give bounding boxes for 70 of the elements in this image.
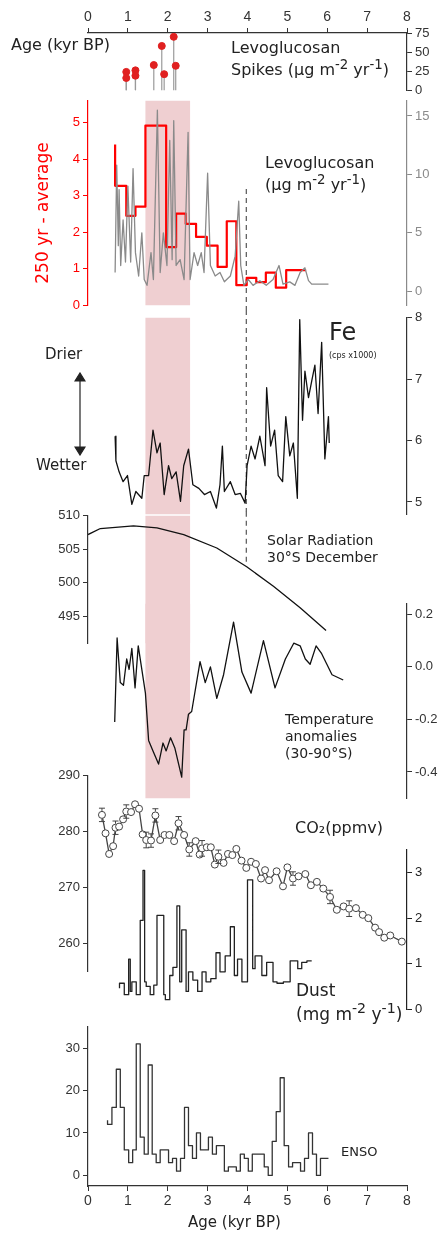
y-tick-label: 20	[65, 1081, 80, 1097]
x-tick-label: 6	[323, 1191, 332, 1208]
point	[122, 67, 131, 76]
x-tick-label: 0	[84, 1191, 93, 1208]
y-tick-label: 280	[58, 822, 80, 838]
y-tick-label: 25	[415, 62, 430, 78]
y-tick-label: 5	[72, 114, 80, 130]
y-tick-label: 75	[415, 24, 430, 40]
y-tick-label: 270	[58, 878, 80, 894]
x-tick-label: 3	[203, 1191, 212, 1208]
point	[149, 61, 158, 70]
y-tick-label: 290	[58, 767, 80, 783]
x-tick-label: 0	[84, 8, 93, 25]
x-tick-label: 1	[123, 8, 132, 25]
y-tick-label: 0.0	[415, 658, 434, 674]
y2-tick-label: 15	[415, 107, 430, 123]
x-tick-label: 8	[403, 1191, 412, 1208]
y-tick-label: 2	[72, 223, 80, 239]
y-tick-label: 4	[72, 150, 80, 166]
y-axis-title: 250 yr - average	[31, 142, 53, 284]
x-axis-title: Age (kyr BP)	[11, 35, 111, 55]
point	[160, 70, 169, 79]
y-tick-label: 30	[65, 1039, 80, 1055]
point	[122, 74, 131, 82]
y-axis-title: Solar Radiation 30°S December	[267, 532, 379, 566]
x-tick-label: 8	[403, 8, 412, 25]
y-tick-label: 5	[415, 493, 423, 509]
y-tick-label: 510	[58, 507, 80, 523]
point	[169, 33, 178, 41]
y-tick-label: 3	[72, 187, 80, 203]
y-tick-label: -0.2	[415, 710, 438, 726]
y-tick-label: 505	[58, 541, 80, 557]
x-tick-label: 5	[283, 8, 292, 25]
y-tick-label: 0	[72, 296, 80, 312]
series-label: ENSO	[341, 1144, 379, 1160]
text: Drier	[45, 345, 84, 363]
y-tick-label: 7	[415, 370, 423, 386]
point	[157, 41, 166, 50]
y-tick-label: 6	[415, 432, 423, 448]
y-tick-label: 10	[65, 1124, 80, 1140]
x-tick-label: 4	[243, 1191, 252, 1208]
y-axis-title: CO₂(ppmv)	[295, 818, 385, 838]
y-tick-label: 8	[415, 309, 423, 325]
y-tick-label: 0	[415, 81, 423, 97]
y-tick-label: 500	[58, 574, 80, 590]
y-tick-label: 0	[72, 1166, 80, 1182]
annotation: (cps x1000)	[329, 351, 378, 361]
x-axis-title: Age (kyr BP)	[188, 1213, 282, 1231]
y-axis-title: Fe	[329, 318, 358, 347]
x-tick-label: 3	[203, 8, 212, 25]
x-tick-label: 6	[323, 8, 332, 25]
y-tick-label: -0.4	[415, 763, 438, 779]
y-tick-label: 260	[58, 934, 80, 950]
y-axis-title: Levoglucosan Spikes (μg m$^{-2}$ yr$^{-1}$)	[231, 38, 389, 80]
y2-axis-title: Dust (mg m$^{-2}$ y$^{-1}$)	[296, 980, 403, 1025]
x-tick-label: 7	[363, 1191, 372, 1208]
y-tick-label: 1	[72, 260, 80, 276]
y-axis-title: Temperature anomalies (30-90°S)	[285, 711, 374, 762]
y-tick-label: 495	[58, 608, 80, 624]
x-tick-label: 4	[243, 8, 252, 25]
point	[171, 61, 180, 70]
y-tick-label: 50	[415, 43, 430, 59]
y2-axis-title: Levoglucosan (μg m$^{-2}$ yr$^{-1}$)	[265, 153, 375, 195]
x-tick-label: 5	[283, 1191, 292, 1208]
x-tick-label: 1	[123, 1191, 132, 1208]
x-tick-label: 7	[363, 8, 372, 25]
y-tick-label: 0.2	[415, 605, 434, 621]
x-tick-label: 2	[163, 8, 172, 25]
x-tick-label: 2	[163, 1191, 172, 1208]
text: Wetter	[36, 456, 88, 474]
